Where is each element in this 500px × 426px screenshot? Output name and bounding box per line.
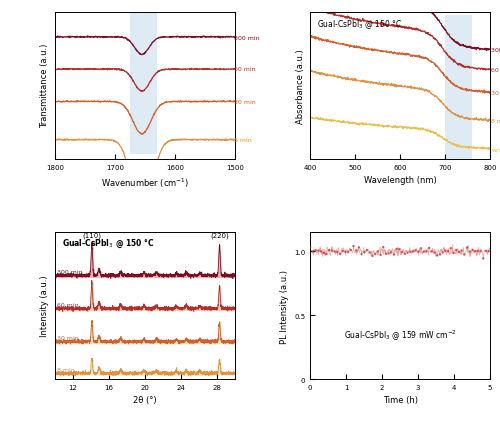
Point (425, 245, 433, 252)
Text: (110): (110) (82, 232, 102, 239)
Text: 30 min: 30 min (234, 100, 256, 105)
Point (379, 244, 387, 251)
Point (463, 245, 471, 251)
Point (455, 249, 463, 256)
Text: w/o: w/o (492, 147, 500, 152)
Point (482, 248, 490, 255)
Point (474, 248, 482, 255)
Point (420, 249, 428, 256)
Point (350, 243, 358, 250)
Point (450, 250, 458, 257)
Point (336, 251, 344, 258)
Point (338, 248, 346, 255)
Point (406, 249, 414, 256)
Point (382, 251, 390, 258)
Point (430, 250, 438, 256)
Point (355, 245, 363, 251)
Text: 30 min: 30 min (492, 91, 500, 96)
Point (468, 247, 476, 253)
Y-axis label: PL Intensity (a.u.): PL Intensity (a.u.) (280, 269, 288, 343)
Point (325, 247, 333, 254)
Point (320, 250, 328, 257)
Point (374, 248, 382, 255)
Point (398, 249, 406, 256)
Point (342, 249, 349, 256)
Point (436, 251, 444, 258)
Point (471, 248, 479, 255)
Point (452, 247, 460, 254)
Point (309, 248, 317, 255)
Point (388, 249, 396, 256)
Point (344, 249, 352, 256)
Point (444, 248, 452, 255)
Point (376, 252, 384, 259)
Y-axis label: Transmittance (a.u.): Transmittance (a.u.) (40, 44, 50, 128)
Point (384, 250, 392, 257)
Text: 60 min: 60 min (492, 68, 500, 72)
Point (434, 252, 442, 259)
Point (352, 248, 360, 254)
Point (330, 249, 338, 256)
Text: 300 min: 300 min (234, 36, 259, 41)
Y-axis label: Absorbance (a.u.): Absorbance (a.u.) (296, 49, 304, 124)
Point (314, 248, 322, 254)
Point (479, 255, 487, 262)
Point (484, 248, 492, 255)
Point (401, 251, 409, 258)
Point (442, 248, 450, 254)
Point (417, 245, 425, 252)
Point (409, 248, 417, 255)
Point (392, 246, 400, 253)
Point (334, 249, 342, 256)
Text: 60 min: 60 min (234, 67, 255, 72)
Point (414, 249, 422, 256)
Point (358, 251, 366, 258)
Point (312, 247, 320, 254)
X-axis label: 2θ (°): 2θ (°) (133, 395, 156, 405)
Bar (130, 10, 157, 155)
Point (328, 248, 336, 254)
Text: (220): (220) (210, 232, 229, 239)
Point (412, 248, 420, 254)
Point (317, 248, 325, 255)
Point (347, 247, 355, 254)
Point (396, 246, 404, 253)
Point (360, 249, 368, 256)
Point (476, 248, 484, 255)
Text: 300 min: 300 min (492, 48, 500, 53)
Point (428, 248, 436, 255)
Text: 300 min: 300 min (57, 269, 82, 274)
Text: Gual-CsPbI$_3$ @ 159 mW cm$^{-2}$: Gual-CsPbI$_3$ @ 159 mW cm$^{-2}$ (344, 328, 457, 342)
Point (438, 249, 446, 256)
Text: Gual-CsPbI$_3$ @ 150 °C: Gual-CsPbI$_3$ @ 150 °C (62, 237, 155, 249)
X-axis label: Wavelength (nm): Wavelength (nm) (364, 176, 436, 185)
Text: 30 min: 30 min (57, 335, 78, 340)
Y-axis label: Intensity (a.u.): Intensity (a.u.) (40, 275, 50, 337)
Point (390, 251, 398, 258)
Point (460, 251, 468, 258)
Point (422, 248, 430, 255)
Point (404, 250, 411, 256)
Point (363, 247, 371, 254)
Point (466, 248, 473, 255)
Text: Gual-CsPbI$_3$ @ 150 °C: Gual-CsPbI$_3$ @ 150 °C (318, 19, 402, 32)
X-axis label: Wavenumber (cm$^{-1}$): Wavenumber (cm$^{-1}$) (100, 176, 189, 189)
Point (458, 248, 466, 254)
Text: 60 min: 60 min (57, 302, 78, 307)
Point (368, 253, 376, 259)
Text: 8 min: 8 min (57, 367, 74, 372)
Text: 8 min: 8 min (492, 118, 500, 124)
X-axis label: Time (h): Time (h) (382, 395, 418, 405)
Point (322, 251, 330, 258)
Point (366, 250, 374, 256)
Point (371, 251, 379, 258)
Point (447, 245, 455, 252)
Text: 8 min: 8 min (234, 138, 252, 142)
Bar (445, 15, 472, 159)
Point (306, 245, 314, 251)
